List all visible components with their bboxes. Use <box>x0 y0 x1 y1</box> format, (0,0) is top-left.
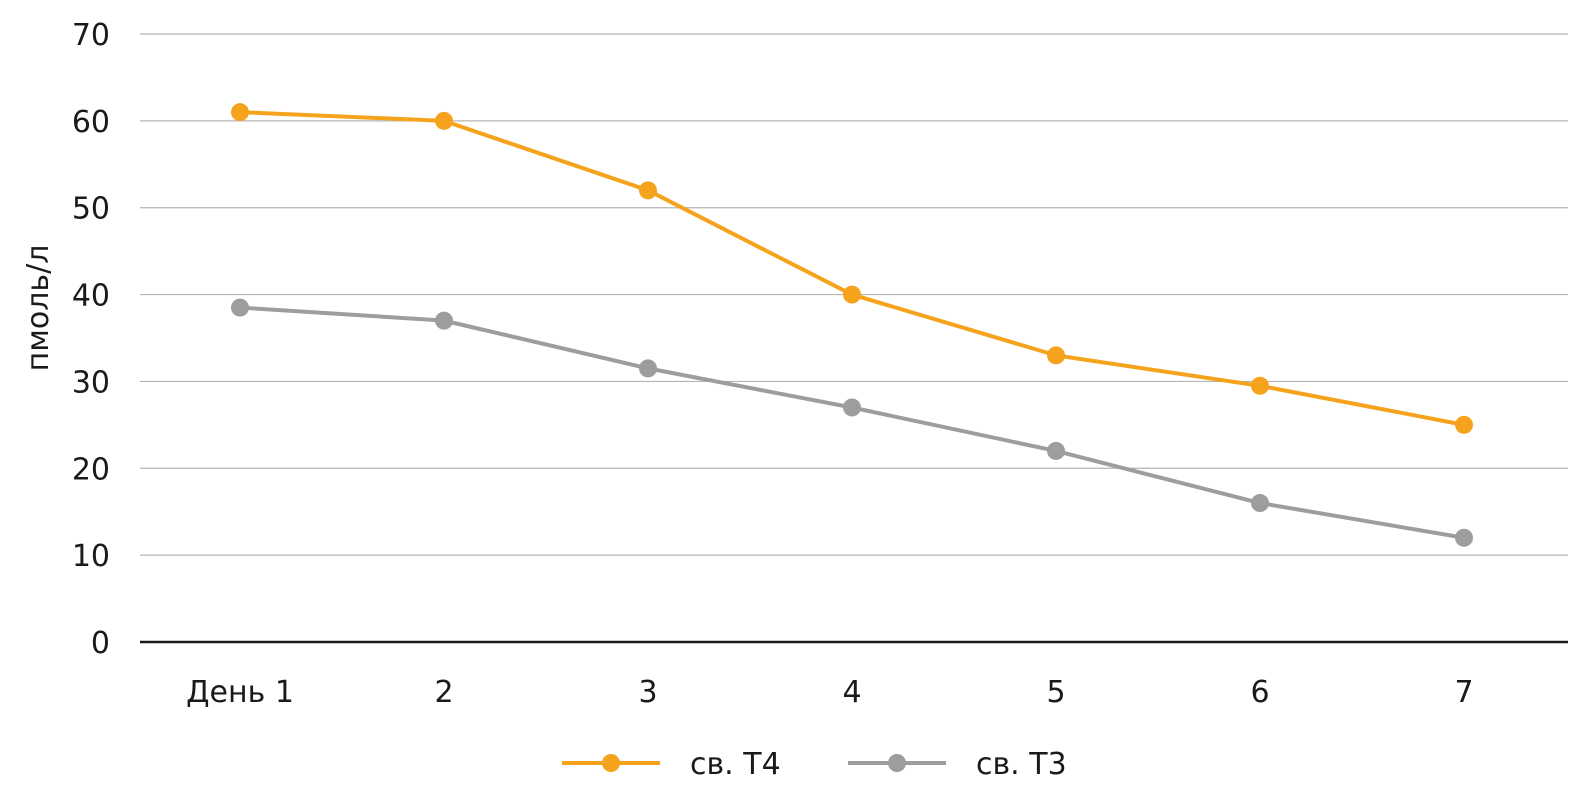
y-tick-label: 50 <box>72 192 110 227</box>
data-point <box>843 285 861 304</box>
series-line <box>239 305 1465 540</box>
x-tick-label: День 1 <box>186 675 294 710</box>
data-point <box>435 311 453 330</box>
y-axis-label: пмоль/л <box>21 245 56 372</box>
legend-marker <box>888 754 906 772</box>
data-point <box>231 103 249 122</box>
legend-marker <box>602 754 620 772</box>
data-point <box>843 398 861 417</box>
x-tick-label: 4 <box>842 675 861 710</box>
y-tick-label: 0 <box>91 626 110 661</box>
x-tick-label: 2 <box>434 675 453 710</box>
y-tick-label: 10 <box>72 539 110 574</box>
data-point <box>639 359 657 378</box>
data-point <box>639 181 657 200</box>
series-line <box>239 110 1465 427</box>
gridlines <box>140 33 1568 644</box>
data-point <box>1455 528 1473 547</box>
legend-label: св. T3 <box>976 747 1067 782</box>
data-point <box>1047 441 1065 460</box>
y-tick-label: 20 <box>72 452 110 487</box>
legend: св. T4 св. T3 <box>562 747 1067 782</box>
legend-item: св. T4 <box>562 747 781 782</box>
data-point <box>231 298 249 317</box>
series-group <box>231 103 1473 547</box>
series-t3 <box>231 298 1473 547</box>
legend-item: св. T3 <box>848 747 1067 782</box>
series-t4 <box>231 103 1473 434</box>
legend-label: св. T4 <box>690 747 781 782</box>
y-tick-label: 40 <box>72 279 110 314</box>
x-tick-label: 7 <box>1454 675 1473 710</box>
y-tick-label: 60 <box>72 105 110 140</box>
y-tick-label: 70 <box>72 18 110 53</box>
data-point <box>1047 346 1065 365</box>
y-axis-ticks: 0 10 20 30 40 50 60 70 <box>72 18 110 661</box>
x-axis-ticks: День 1 2 3 4 5 6 7 <box>186 675 1473 710</box>
data-point <box>435 111 453 130</box>
x-tick-label: 6 <box>1250 675 1269 710</box>
x-tick-label: 3 <box>638 675 657 710</box>
data-point <box>1251 494 1269 513</box>
y-tick-label: 30 <box>72 365 110 400</box>
data-point <box>1455 415 1473 434</box>
data-point <box>1251 376 1269 395</box>
x-tick-label: 5 <box>1046 675 1065 710</box>
